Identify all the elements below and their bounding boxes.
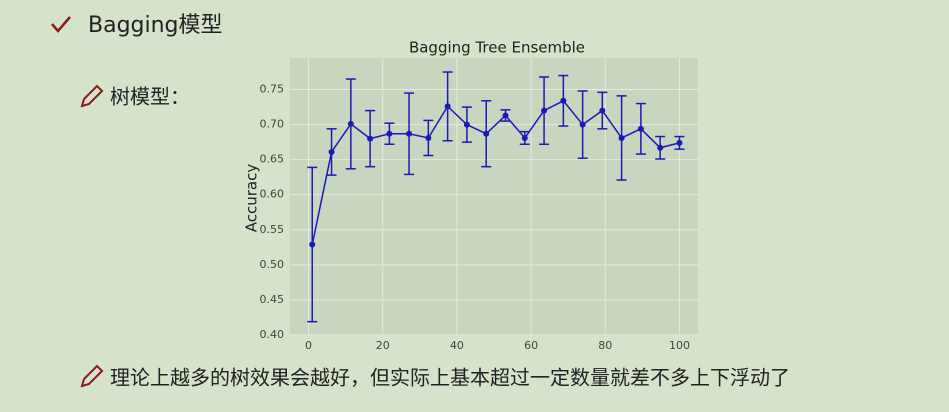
x-tick-label: 0 xyxy=(305,339,312,352)
point xyxy=(502,112,509,119)
point xyxy=(309,241,316,248)
bullet-text: 树模型： xyxy=(110,85,190,109)
line xyxy=(311,99,680,245)
pencil-icon xyxy=(80,364,104,388)
point xyxy=(386,130,393,137)
bullet-text: 理论上越多的树效果会越好，但实际上基本超过一定数量就差不多上下浮动了 xyxy=(110,366,790,390)
pencil-icon xyxy=(80,84,104,108)
point xyxy=(444,103,451,110)
point xyxy=(599,107,606,114)
point xyxy=(328,148,335,155)
x-tick-label: 40 xyxy=(450,339,464,352)
point xyxy=(406,130,413,137)
point xyxy=(541,107,548,114)
point xyxy=(637,125,644,132)
heading: Bagging模型 xyxy=(88,13,223,38)
y-tick-label: 0.50 xyxy=(260,258,285,271)
y-tick-label: 0.55 xyxy=(260,223,285,236)
point xyxy=(521,134,528,141)
x-tick-label: 20 xyxy=(376,339,390,352)
point xyxy=(657,144,664,151)
x-tick-label: 80 xyxy=(598,339,612,352)
point xyxy=(579,121,586,128)
y-tick-label: 0.75 xyxy=(260,83,285,96)
point xyxy=(347,120,354,127)
x-tick-label: 60 xyxy=(524,339,538,352)
point xyxy=(560,97,567,104)
chart-title: Bagging Tree Ensemble xyxy=(409,39,585,57)
y-tick-label: 0.40 xyxy=(260,328,285,341)
point xyxy=(367,135,374,142)
y-tick-label: 0.45 xyxy=(260,293,285,306)
point xyxy=(676,139,683,146)
point xyxy=(463,121,470,128)
plot-area xyxy=(290,58,698,335)
x-tick-label: 100 xyxy=(669,339,690,352)
y-tick-label: 0.65 xyxy=(260,153,285,166)
point xyxy=(483,130,490,137)
y-axis-label: Accuracy xyxy=(243,164,261,233)
y-tick-label: 0.60 xyxy=(260,188,285,201)
check-icon xyxy=(51,16,71,33)
point xyxy=(618,134,625,141)
y-tick-label: 0.70 xyxy=(260,118,285,131)
point xyxy=(425,134,432,141)
